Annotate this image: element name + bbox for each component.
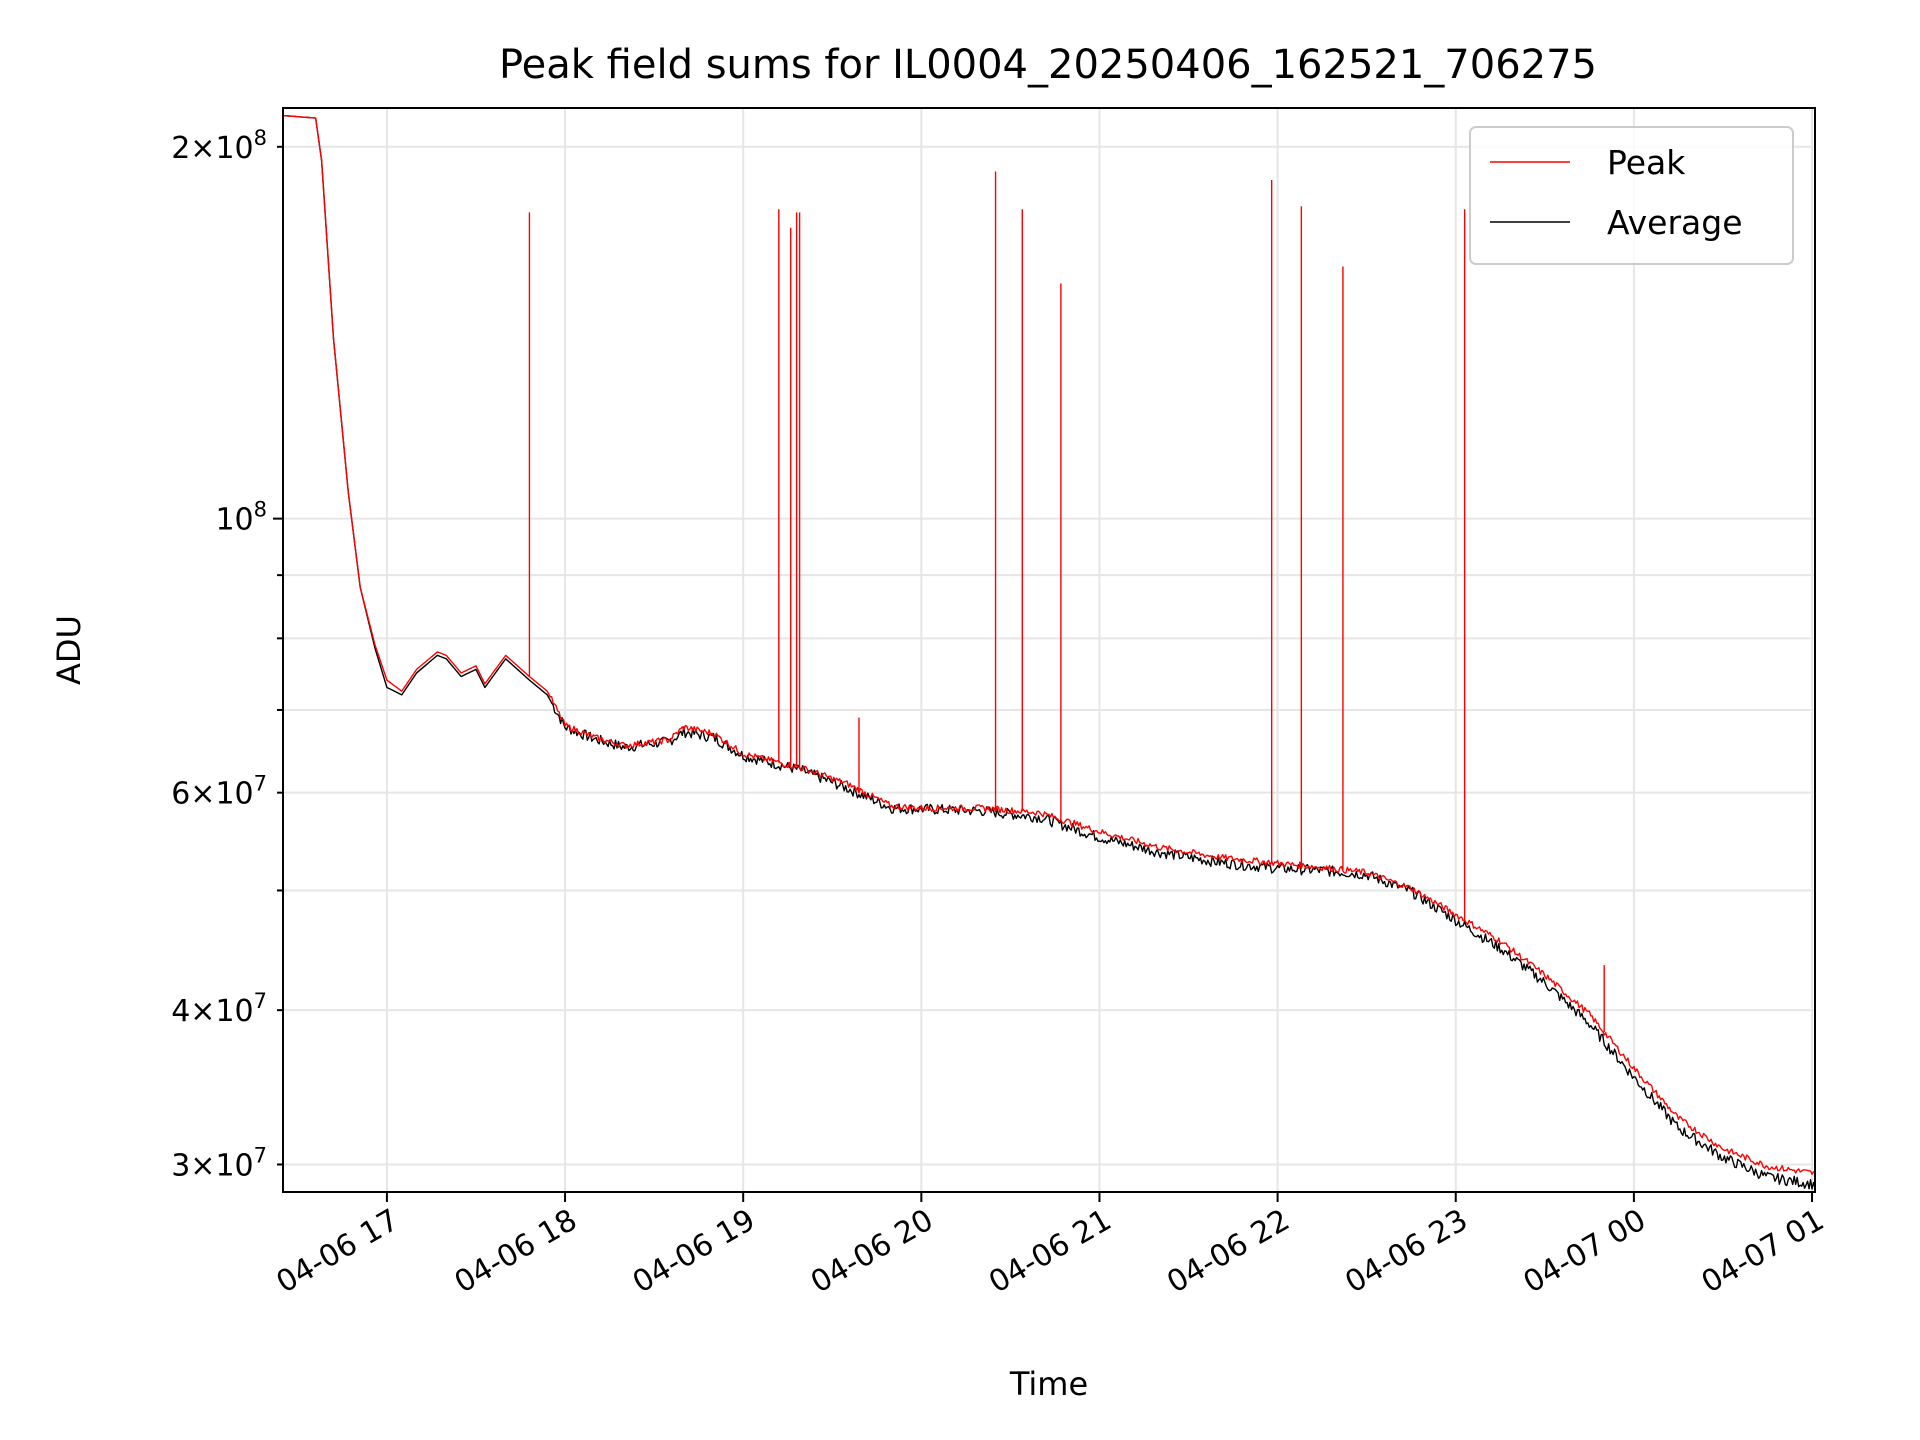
legend-peak-label: Peak — [1607, 143, 1686, 182]
y-tick-label: 4×107 — [171, 989, 267, 1029]
y-tick-label: 108 — [215, 498, 267, 538]
y-tick-label: 2×108 — [171, 126, 267, 166]
grid — [283, 108, 1815, 1192]
legend: Peak Average — [1469, 126, 1794, 265]
y-axis-title: ADU — [50, 615, 88, 685]
plot-frame — [282, 107, 1816, 1193]
legend-average-label: Average — [1607, 203, 1743, 242]
chart-title: Peak field sums for IL0004_20250406_1625… — [499, 42, 1597, 88]
series-layer — [283, 114, 1815, 1190]
y-tick-label: 3×107 — [171, 1143, 267, 1183]
x-axis-title: Time — [1009, 1365, 1088, 1403]
peak-series-line — [283, 114, 1815, 1175]
y-tick-label: 6×107 — [171, 772, 267, 812]
average-series-line — [283, 114, 1815, 1190]
